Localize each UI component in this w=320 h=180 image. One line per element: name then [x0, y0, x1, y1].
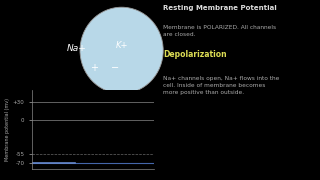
Text: Resting Membrane Potential: Resting Membrane Potential [163, 5, 277, 11]
Text: −: − [111, 62, 119, 73]
Text: Na+ channels open, Na+ flows into the
cell. Inside of membrane becomes
more posi: Na+ channels open, Na+ flows into the ce… [163, 76, 280, 95]
Y-axis label: Membrane potential (mv): Membrane potential (mv) [5, 98, 10, 161]
Text: Depolarization: Depolarization [163, 50, 227, 59]
Text: K+: K+ [115, 40, 128, 50]
Text: Na+: Na+ [67, 44, 87, 53]
Text: +: + [90, 63, 99, 73]
Ellipse shape [80, 7, 163, 94]
Text: Membrane is POLARIZED. All channels
are closed.: Membrane is POLARIZED. All channels are … [163, 25, 276, 37]
